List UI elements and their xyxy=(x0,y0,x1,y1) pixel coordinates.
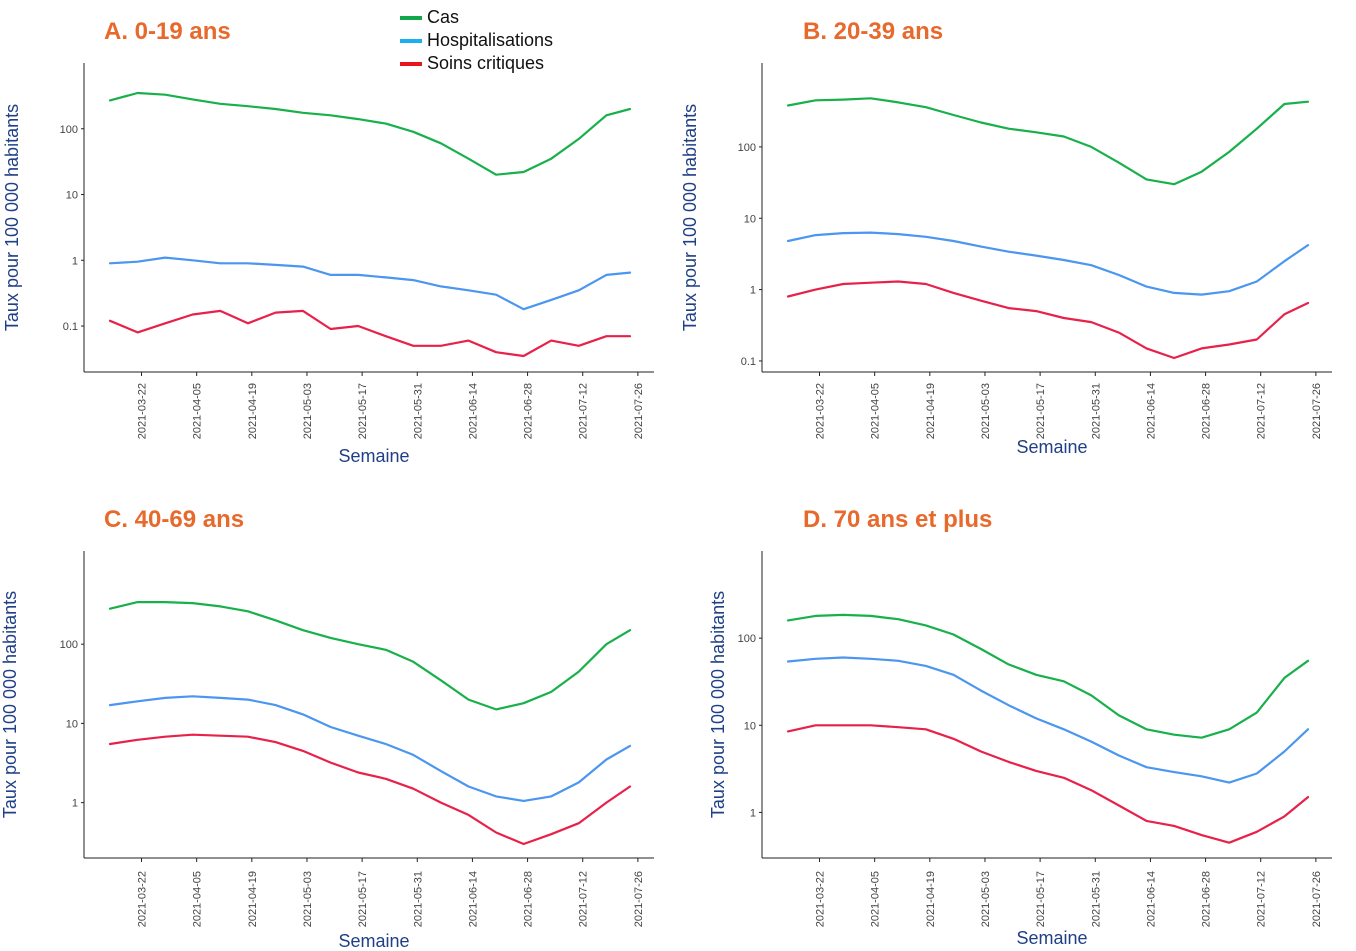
x-tick-label: 2021-04-19 xyxy=(925,871,937,927)
x-tick-label: 2021-07-12 xyxy=(578,871,590,927)
x-tick-label: 2021-07-26 xyxy=(633,871,645,927)
y-tick-label: 0.1 xyxy=(741,356,756,368)
y-axis-label: Taux pour 100 000 habitants xyxy=(0,591,20,818)
series-line-hospitalisations xyxy=(108,695,632,802)
x-axis-label: Semaine xyxy=(338,931,409,951)
series-line-cas xyxy=(108,600,632,711)
y-axis-label: Taux pour 100 000 habitants xyxy=(2,104,22,331)
x-tick-label: 2021-06-14 xyxy=(1145,871,1157,927)
x-tick-label: 2021-03-22 xyxy=(137,383,149,439)
y-tick-label: 100 xyxy=(738,142,756,154)
y-axis-label: Taux pour 100 000 habitants xyxy=(680,104,700,331)
x-tick-label: 2021-05-31 xyxy=(412,383,424,439)
y-tick-label: 10 xyxy=(744,213,756,225)
x-tick-label: 2021-06-28 xyxy=(1201,871,1213,927)
y-tick-label: 10 xyxy=(744,720,756,732)
series-line-hospitalisations xyxy=(786,231,1310,296)
y-tick-label: 1 xyxy=(750,807,756,819)
series-line-cas xyxy=(108,91,632,176)
series-line-cas xyxy=(786,97,1310,186)
x-tick-label: 2021-04-19 xyxy=(247,871,259,927)
x-axis-label: Semaine xyxy=(338,446,409,466)
x-tick-label: 2021-03-22 xyxy=(815,383,827,439)
x-tick-label: 2021-07-26 xyxy=(633,383,645,439)
y-tick-label: 0.1 xyxy=(63,321,78,333)
chart-panel-70-plus: 1 10 100 2021-03-22 2021-04-05 2021-04-19 2021… xyxy=(678,476,1356,951)
y-tick-label: 1 xyxy=(750,285,756,297)
x-tick-label: 2021-04-05 xyxy=(870,383,882,439)
panel-title: D. 70 ans et plus xyxy=(803,506,993,533)
series-line-cas xyxy=(786,613,1310,739)
legend-swatch-hospitalisations xyxy=(400,38,422,43)
series-line-hospitalisations xyxy=(108,256,632,311)
y-axis-label: Taux pour 100 000 habitants xyxy=(708,591,728,818)
x-tick-label: 2021-05-03 xyxy=(980,383,992,439)
legend-swatch-cas xyxy=(400,15,422,20)
chart-svg: 0.1 1 10 100 2021-03-22 2021-04-05 2021-04-19 2… xyxy=(680,63,1332,457)
series-line-hospitalisations xyxy=(786,656,1310,784)
y-tick-label: 100 xyxy=(60,639,78,651)
x-tick-label: 2021-05-17 xyxy=(357,871,369,927)
x-tick-label: 2021-03-22 xyxy=(137,871,149,927)
x-tick-label: 2021-04-05 xyxy=(870,871,882,927)
y-tick-label: 1 xyxy=(72,798,78,810)
x-tick-label: 2021-05-17 xyxy=(1035,383,1047,439)
x-tick-label: 2021-07-26 xyxy=(1311,871,1323,927)
x-tick-label: 2021-04-05 xyxy=(192,383,204,439)
y-tick-label: 10 xyxy=(66,190,78,202)
x-tick-label: 2021-07-26 xyxy=(1311,383,1323,439)
x-tick-label: 2021-06-28 xyxy=(523,383,535,439)
x-axis-label: Semaine xyxy=(1016,437,1087,457)
x-tick-label: 2021-06-14 xyxy=(1145,383,1157,439)
y-tick-label: 100 xyxy=(738,633,756,645)
panel-title: C. 40-69 ans xyxy=(104,506,245,533)
legend-item-hospitalisations: Hospitalisations xyxy=(400,29,553,52)
x-tick-label: 2021-05-31 xyxy=(1090,871,1102,927)
x-tick-label: 2021-05-17 xyxy=(357,383,369,439)
panel-title: B. 20-39 ans xyxy=(803,18,944,45)
chart-svg: 1 10 100 2021-03-22 2021-04-05 2021-04-19 2021… xyxy=(0,551,654,951)
legend-item-soins-critiques: Soins critiques xyxy=(400,52,553,75)
x-tick-label: 2021-07-12 xyxy=(1256,383,1268,439)
legend-swatch-soins-critiques xyxy=(400,61,422,66)
x-tick-label: 2021-05-03 xyxy=(302,383,314,439)
x-tick-label: 2021-06-28 xyxy=(1201,383,1213,439)
series-line-soins-critiques xyxy=(108,733,632,846)
x-tick-label: 2021-03-22 xyxy=(815,871,827,927)
y-tick-label: 10 xyxy=(66,718,78,730)
legend: Cas Hospitalisations Soins critiques xyxy=(400,6,553,75)
x-tick-label: 2021-04-19 xyxy=(925,383,937,439)
x-tick-label: 2021-05-31 xyxy=(1090,383,1102,439)
y-tick-label: 1 xyxy=(72,255,78,267)
x-tick-label: 2021-06-28 xyxy=(523,871,535,927)
chart-panel-0-19: 0.1 1 10 100 2021-03-22 2021-04-05 2021-04-19 2… xyxy=(0,0,678,475)
legend-label: Soins critiques xyxy=(427,53,545,73)
x-tick-label: 2021-06-14 xyxy=(467,871,479,927)
x-tick-label: 2021-05-03 xyxy=(302,871,314,927)
x-tick-label: 2021-04-19 xyxy=(247,383,259,439)
series-line-soins-critiques xyxy=(786,724,1310,844)
x-tick-label: 2021-07-12 xyxy=(578,383,590,439)
legend-label: Cas xyxy=(427,7,460,27)
y-tick-label: 100 xyxy=(60,124,78,136)
series-line-soins-critiques xyxy=(786,280,1310,360)
panel-title: A. 0-19 ans xyxy=(104,18,231,45)
chart-panel-20-39: 0.1 1 10 100 2021-03-22 2021-04-05 2021-04-19 2… xyxy=(678,0,1356,475)
x-tick-label: 2021-05-17 xyxy=(1035,871,1047,927)
x-tick-label: 2021-04-05 xyxy=(192,871,204,927)
chart-svg: 1 10 100 2021-03-22 2021-04-05 2021-04-19 2021… xyxy=(708,551,1332,948)
legend-item-cas: Cas xyxy=(400,6,553,29)
legend-label: Hospitalisations xyxy=(427,30,554,50)
chart-panel-40-69: 1 10 100 2021-03-22 2021-04-05 2021-04-19 2021… xyxy=(0,476,678,951)
series-line-soins-critiques xyxy=(108,309,632,358)
x-tick-label: 2021-06-14 xyxy=(467,383,479,439)
x-tick-label: 2021-05-03 xyxy=(980,871,992,927)
x-axis-label: Semaine xyxy=(1016,928,1087,948)
x-tick-label: 2021-05-31 xyxy=(412,871,424,927)
chart-svg: 0.1 1 10 100 2021-03-22 2021-04-05 2021-04-19 2… xyxy=(2,63,654,466)
x-tick-label: 2021-07-12 xyxy=(1256,871,1268,927)
